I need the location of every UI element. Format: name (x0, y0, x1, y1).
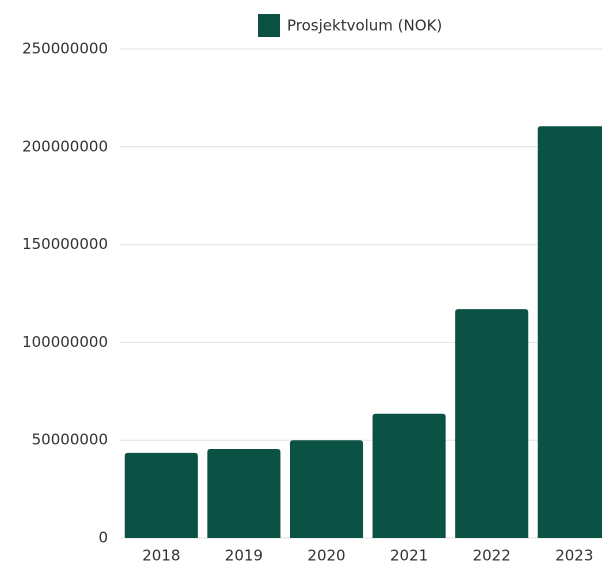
legend-label: Prosjektvolum (NOK) (287, 17, 442, 35)
y-tick-label: 50000000 (32, 431, 108, 449)
y-tick-label: 150000000 (22, 235, 108, 253)
x-tick-label: 2020 (307, 547, 345, 563)
x-tick-label: 2018 (142, 547, 180, 563)
x-tick-label: 2023 (555, 547, 593, 563)
bar (207, 449, 281, 538)
bar (455, 309, 529, 538)
x-tick-label: 2019 (225, 547, 263, 563)
y-tick-label: 200000000 (22, 137, 108, 155)
bar (537, 126, 602, 538)
y-tick-label: 0 (98, 529, 108, 547)
bar (124, 452, 198, 538)
legend-swatch (258, 14, 280, 37)
y-tick-label: 100000000 (22, 333, 108, 351)
y-tick-label: 250000000 (22, 40, 108, 58)
bar (289, 440, 364, 538)
x-tick-label: 2022 (473, 547, 511, 563)
bar (372, 413, 446, 538)
x-tick-label: 2021 (390, 547, 428, 563)
